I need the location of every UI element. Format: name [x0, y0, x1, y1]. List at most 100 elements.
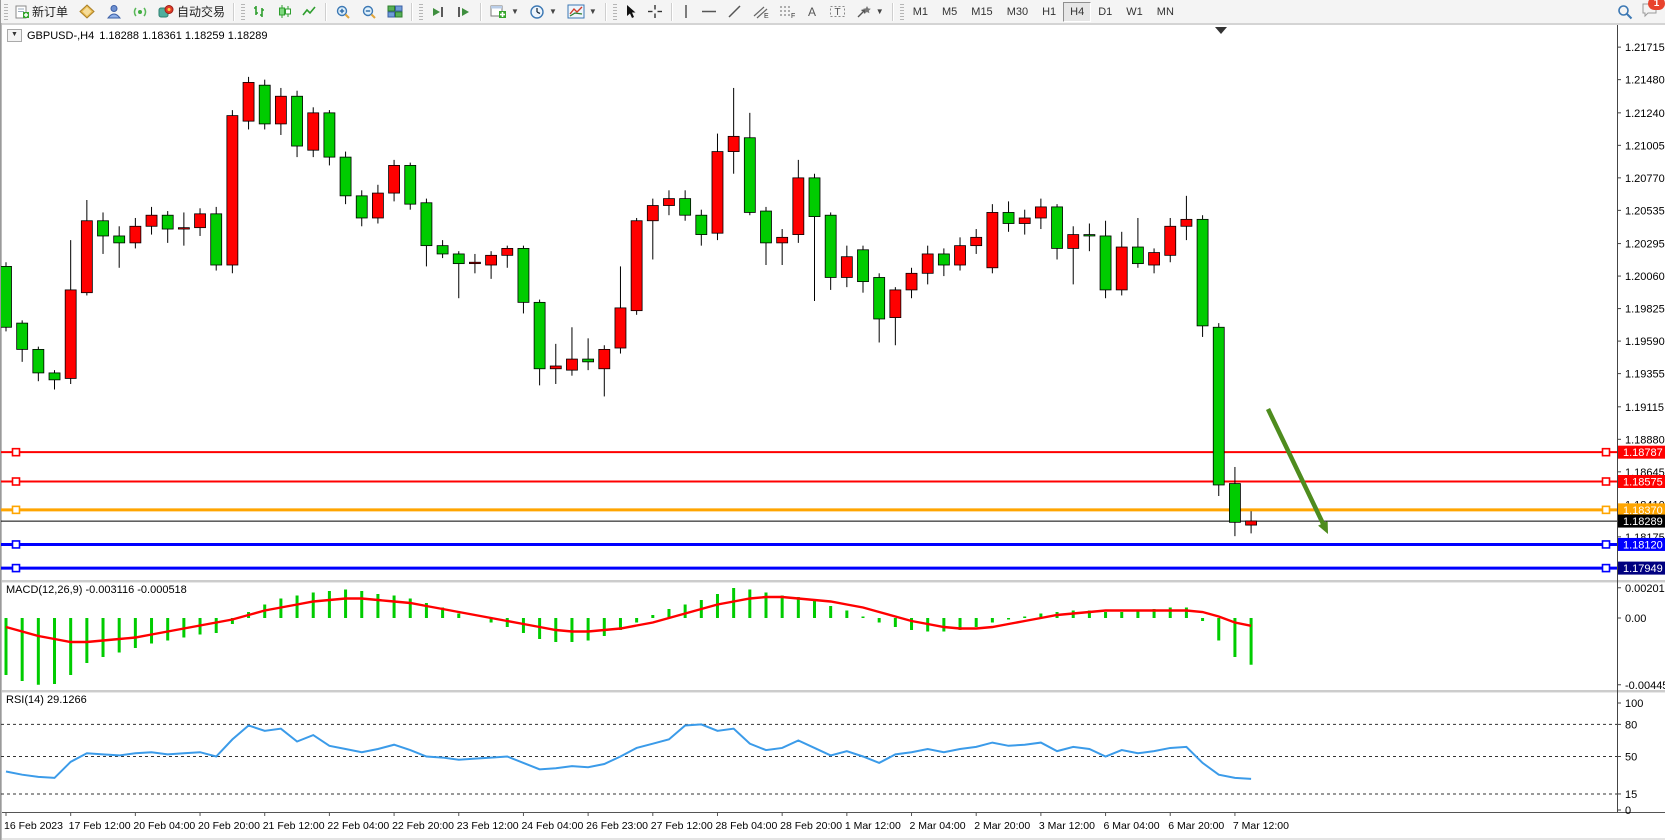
tile-windows-button[interactable] [382, 1, 408, 23]
indicators-icon [567, 4, 585, 19]
price-chart-svg[interactable]: 1.21715 1.21480 1.21240 1.21005 1.20770 1.205… [1, 23, 1665, 840]
ohlc-quotes-label: 1.18288 1.18361 1.18259 1.18289 [99, 29, 268, 42]
svg-text:1.18370: 1.18370 [1623, 505, 1663, 517]
symbol-dropdown-button[interactable]: ▼ [7, 29, 22, 42]
timeframe-d1[interactable]: D1 [1098, 5, 1113, 18]
svg-text:1.19590: 1.19590 [1625, 336, 1665, 348]
svg-text:23 Feb 12:00: 23 Feb 12:00 [457, 820, 519, 832]
text-label-tool-button[interactable]: T [824, 1, 851, 23]
cursor-tool-button[interactable] [619, 1, 642, 23]
line-handle[interactable] [11, 540, 21, 549]
svg-text:-0.004451: -0.004451 [1625, 680, 1665, 692]
svg-text:1.18787: 1.18787 [1623, 447, 1663, 459]
arrows-tool-button[interactable]: ▼ [851, 1, 889, 23]
svg-text:E: E [764, 13, 769, 19]
svg-text:80: 80 [1625, 719, 1637, 731]
favorites-button[interactable] [73, 1, 101, 23]
svg-text:6 Mar 20:00: 6 Mar 20:00 [1168, 820, 1224, 832]
trendline-tool-button[interactable] [722, 1, 747, 23]
candlestick-icon [279, 5, 292, 18]
candlestick-mode-button[interactable] [272, 1, 297, 23]
auto-trading-button[interactable]: 自动交易 [153, 1, 230, 23]
fibonacci-tool-button[interactable]: F [774, 1, 801, 23]
line-handle[interactable] [1601, 477, 1611, 486]
auto-scroll-button[interactable] [451, 1, 477, 23]
community-button[interactable] [101, 1, 127, 23]
symbol-period-label: GBPUSD-,H4 [27, 29, 95, 42]
line-handle[interactable] [11, 447, 21, 457]
zoom-in-icon [336, 5, 350, 19]
svg-text:F: F [791, 13, 795, 19]
svg-text:20 Feb 20:00: 20 Feb 20:00 [198, 820, 260, 832]
person-icon [107, 5, 122, 19]
svg-text:16 Feb 2023: 16 Feb 2023 [4, 820, 63, 832]
date-axis: 16 Feb 2023 17 Feb 12:00 20 Feb 04:00 20 Fe… [4, 812, 1289, 832]
channel-tool-button[interactable]: E [747, 1, 774, 23]
macd-pane: 0.002015 0.00 -0.004451 [4, 583, 1665, 692]
new-chart-caret-icon: ▼ [511, 7, 519, 16]
svg-text:28 Feb 20:00: 28 Feb 20:00 [780, 820, 842, 832]
candles-layer [1, 76, 1257, 537]
toolbar-drag-handle[interactable] [4, 3, 8, 20]
rsi-pane: 100 80 50 15 0 [1, 698, 1643, 817]
line-handle[interactable] [1601, 540, 1611, 549]
cursor-arrow-icon [626, 5, 636, 18]
indicators-button[interactable]: ▼ [562, 1, 602, 23]
svg-text:2 Mar 04:00: 2 Mar 04:00 [910, 820, 966, 832]
pane-separators [1, 23, 1665, 840]
timeframe-m15[interactable]: M15 [971, 5, 993, 18]
text-tool-button[interactable]: A [801, 1, 824, 23]
new-chart-button[interactable]: ▼ [485, 1, 524, 23]
line-handle[interactable] [11, 477, 21, 486]
notifications-button[interactable]: 1 [1641, 0, 1665, 21]
svg-text:1.17949: 1.17949 [1623, 563, 1663, 575]
timeframe-w1[interactable]: W1 [1126, 5, 1143, 18]
bar-chart-icon [254, 6, 265, 17]
rsi-indicator-label: RSI(14) 29.1266 [6, 694, 87, 706]
periods-button[interactable]: ▼ [524, 1, 562, 23]
line-chart-mode-button[interactable] [297, 1, 322, 23]
auto-trading-icon [158, 5, 174, 18]
svg-text:0: 0 [1625, 805, 1631, 817]
timeframe-h4[interactable]: H4 [1063, 1, 1092, 22]
trend-arrow [1265, 408, 1328, 534]
svg-text:1.20060: 1.20060 [1625, 271, 1665, 283]
line-handle[interactable] [1601, 505, 1611, 515]
svg-text:21 Feb 12:00: 21 Feb 12:00 [263, 820, 325, 832]
search-icon[interactable] [1617, 4, 1633, 20]
tile-windows-icon [387, 5, 403, 18]
svg-text:1.18289: 1.18289 [1623, 516, 1663, 528]
horizontal-line-tool-button[interactable] [696, 1, 722, 23]
zoom-out-button[interactable] [356, 1, 382, 23]
svg-text:24 Feb 04:00: 24 Feb 04:00 [521, 820, 583, 832]
svg-text:1.19825: 1.19825 [1625, 304, 1665, 316]
crosshair-tool-button[interactable] [642, 1, 668, 23]
new-order-label: 新订单 [32, 5, 69, 19]
signals-button[interactable] [127, 1, 153, 23]
timeframe-h1[interactable]: H1 [1042, 5, 1057, 18]
line-handle[interactable] [1601, 447, 1611, 457]
macd-indicator-label: MACD(12,26,9) -0.003116 -0.000518 [6, 584, 187, 596]
new-order-icon [15, 5, 29, 18]
svg-text:1.21240: 1.21240 [1625, 108, 1665, 120]
svg-text:1 Mar 12:00: 1 Mar 12:00 [845, 820, 901, 832]
chart-canvas[interactable]: 1.21715 1.21480 1.21240 1.21005 1.20770 1.205… [1, 23, 1665, 840]
zoom-in-button[interactable] [330, 1, 356, 23]
line-handle[interactable] [11, 563, 21, 573]
fibonacci-icon: F [779, 6, 795, 19]
svg-text:28 Feb 04:00: 28 Feb 04:00 [715, 820, 777, 832]
line-handle[interactable] [1601, 563, 1611, 573]
vertical-line-tool-button[interactable] [676, 1, 696, 23]
chart-shift-marker[interactable] [1215, 27, 1227, 34]
timeframe-m1[interactable]: M1 [912, 5, 928, 18]
timeframe-m30[interactable]: M30 [1006, 5, 1029, 18]
bar-chart-mode-button[interactable] [247, 1, 272, 23]
chart-shift-button[interactable] [425, 1, 451, 23]
signal-broadcast-icon [133, 7, 147, 17]
timeframe-m5[interactable]: M5 [942, 5, 958, 18]
line-handle[interactable] [11, 505, 21, 515]
timeframe-mn[interactable]: MN [1156, 5, 1174, 18]
arrow-objects-icon [857, 6, 871, 18]
new-order-button[interactable]: 新订单 [10, 1, 73, 23]
indicators-caret-icon: ▼ [588, 7, 597, 16]
